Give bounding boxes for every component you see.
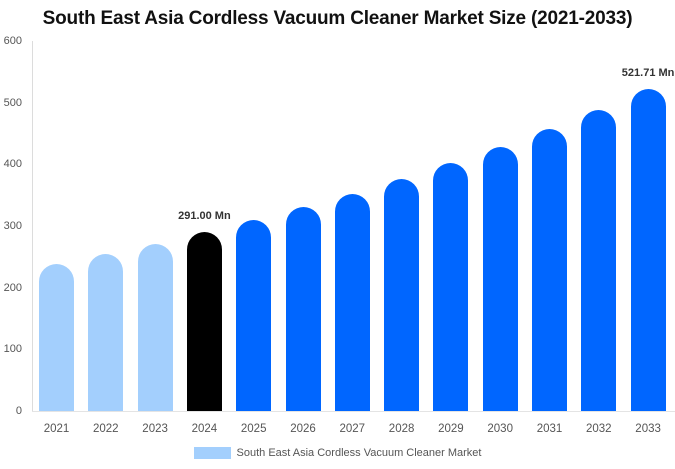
y-tick-label: 500 — [3, 96, 22, 109]
bar-2032[interactable] — [581, 110, 617, 411]
x-tick-label: 2022 — [93, 423, 119, 435]
bar-2023[interactable] — [137, 244, 173, 411]
bar-2026[interactable] — [285, 207, 321, 411]
x-tick-label: 2021 — [43, 423, 70, 435]
data-label-2033: 521.71 Mn — [621, 67, 675, 80]
bar-2025[interactable] — [236, 220, 272, 411]
x-tick-label: 2023 — [142, 423, 168, 435]
x-tick-label: 2032 — [586, 423, 612, 435]
bar-2028[interactable] — [384, 179, 420, 411]
bar-2024[interactable] — [186, 231, 222, 411]
x-tick-label: 2027 — [339, 423, 366, 435]
bar-2030[interactable] — [482, 147, 518, 411]
x-axis-line — [32, 411, 675, 412]
x-tick-label: 2024 — [191, 423, 218, 435]
bar-2027[interactable] — [334, 193, 370, 411]
y-tick-label: 200 — [3, 281, 22, 294]
y-tick-label: 100 — [3, 343, 22, 356]
bar-2033[interactable] — [630, 89, 666, 411]
legend-swatch[interactable] — [193, 447, 231, 459]
y-axis-line — [32, 41, 33, 412]
x-tick-label: 2025 — [240, 423, 267, 435]
legend: South East Asia Cordless Vacuum Cleaner … — [0, 447, 675, 459]
bar-2029[interactable] — [433, 163, 469, 411]
bar-2031[interactable] — [532, 128, 567, 411]
legend-label: South East Asia Cordless Vacuum Cleaner … — [236, 447, 482, 459]
data-label-2024: 291.00 Mn — [178, 209, 231, 222]
x-tick-label: 2031 — [536, 423, 563, 435]
y-tick-label: 0 — [15, 405, 22, 417]
x-tick-label: 2030 — [487, 423, 513, 435]
bar-2022[interactable] — [88, 253, 124, 411]
y-tick-label: 600 — [3, 35, 22, 47]
chart-title: South East Asia Cordless Vacuum Cleaner … — [42, 8, 633, 29]
x-tick-label: 2026 — [290, 423, 316, 435]
x-tick-label: 2029 — [438, 423, 464, 435]
x-tick-label: 2033 — [635, 423, 661, 435]
y-tick-label: 400 — [3, 158, 22, 171]
bar-2021[interactable] — [39, 264, 74, 411]
y-tick-label: 300 — [3, 220, 22, 232]
x-tick-label: 2028 — [388, 423, 415, 435]
